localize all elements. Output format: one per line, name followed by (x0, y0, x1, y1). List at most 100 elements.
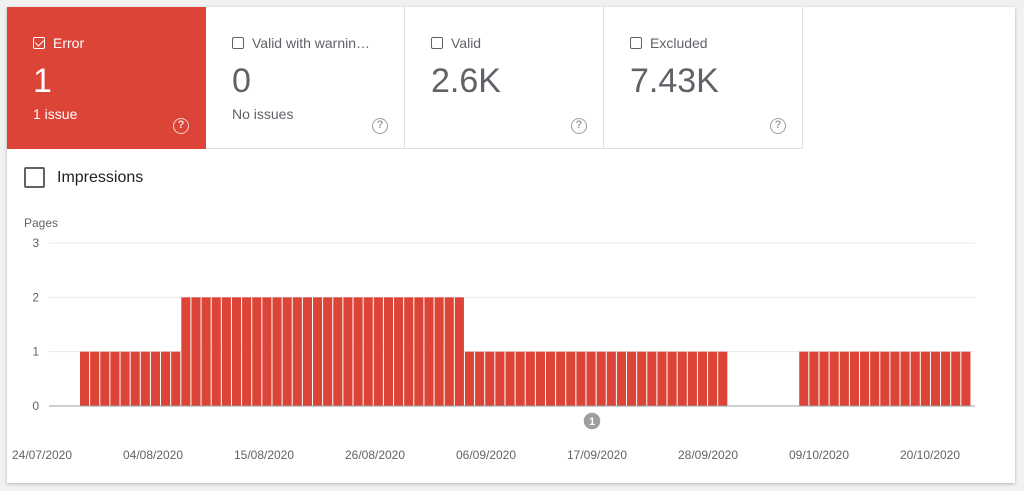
bar (171, 351, 181, 406)
x-tick-label: 20/10/2020 (900, 448, 960, 462)
x-tick-label: 17/09/2020 (567, 448, 627, 462)
bar (231, 297, 242, 406)
bar (667, 351, 677, 406)
y-tick-label: 1 (32, 345, 39, 359)
bar (556, 351, 566, 406)
bar (181, 297, 191, 406)
tile-value: 2.6K (431, 62, 501, 100)
impressions-checkbox[interactable] (24, 167, 45, 188)
tile-value: 0 (232, 62, 251, 100)
bar (424, 297, 434, 406)
tile-subtext: 1 issue (33, 106, 78, 122)
bar (627, 351, 637, 406)
bar (211, 297, 221, 406)
help-icon[interactable]: ? (571, 118, 587, 134)
x-tick-label: 09/10/2020 (789, 448, 849, 462)
y-tick-label: 3 (32, 236, 39, 250)
bar (515, 351, 525, 406)
x-tick-label: 15/08/2020 (234, 448, 294, 462)
help-icon[interactable]: ? (372, 118, 388, 134)
bar (464, 351, 475, 406)
bar (870, 351, 880, 406)
bar (890, 351, 900, 406)
bar (505, 351, 515, 406)
x-tick-label: 04/08/2020 (123, 448, 183, 462)
tile-header: Error (33, 35, 84, 51)
tile-subtext: No issues (232, 106, 294, 122)
bar (272, 297, 282, 406)
checkbox[interactable] (232, 37, 244, 49)
bar (302, 297, 312, 406)
x-tick-label: 28/09/2020 (678, 448, 738, 462)
tile-label: Error (53, 35, 85, 51)
bar (616, 351, 627, 406)
tile-value: 7.43K (630, 62, 719, 100)
bar (708, 351, 718, 406)
impressions-label: Impressions (57, 168, 144, 186)
bar (90, 351, 100, 406)
bar (475, 351, 485, 406)
bar (900, 351, 910, 406)
annotation-label: 1 (589, 416, 595, 428)
bar (201, 297, 211, 406)
bar (920, 351, 930, 406)
checkbox-checked[interactable] (33, 36, 45, 49)
bar (262, 297, 272, 406)
tile-excluded[interactable]: Excluded 7.43K ? (604, 7, 803, 149)
tile-error[interactable]: Error 1 1 issue ? (7, 7, 206, 149)
bar (414, 297, 424, 406)
bar (930, 351, 941, 406)
bar (647, 351, 657, 406)
bar (657, 351, 667, 406)
tile-header: Valid (431, 35, 481, 51)
bar (485, 351, 495, 406)
bar (849, 351, 860, 406)
tile-label: Valid with warnin… (252, 35, 371, 51)
bar (718, 351, 728, 406)
bar (880, 351, 890, 406)
bar (161, 351, 171, 406)
bar (252, 297, 262, 406)
bar (363, 297, 373, 406)
bar (525, 351, 535, 406)
bar (687, 351, 697, 406)
y-tick-label: 2 (32, 290, 39, 304)
pages-bar-chart: Pages 0 1 2 3 24/07/2020 04/08/2020 15/08/2020 2… (12, 216, 975, 462)
bar (404, 297, 414, 406)
tile-header: Valid with warnin… (232, 35, 370, 51)
bar (495, 351, 505, 406)
bar (535, 351, 545, 406)
help-icon[interactable]: ? (770, 118, 786, 134)
bar (454, 297, 464, 406)
bar (809, 351, 819, 406)
y-tick-label: 0 (32, 399, 39, 413)
tile-valid-with-warnings[interactable]: Valid with warnin… 0 No issues ? (206, 7, 405, 149)
impressions-toggle[interactable]: Impressions (24, 167, 143, 188)
x-tick-label: 24/07/2020 (12, 448, 72, 462)
tile-header: Excluded (630, 35, 708, 51)
bar (140, 351, 150, 406)
tile-label: Valid (451, 35, 482, 51)
bar (799, 351, 809, 406)
bar (596, 351, 606, 406)
bar (323, 297, 333, 406)
y-axis-title: Pages (24, 216, 58, 230)
bar (586, 351, 596, 406)
bar (576, 351, 586, 406)
checkbox[interactable] (431, 37, 443, 49)
tile-valid[interactable]: Valid 2.6K ? (405, 7, 604, 149)
bar (637, 351, 647, 406)
check-icon (34, 36, 44, 47)
help-icon[interactable]: ? (173, 118, 189, 134)
bar (677, 351, 687, 406)
bar (292, 297, 302, 406)
bar (829, 351, 839, 406)
checkbox[interactable] (630, 37, 642, 49)
status-tiles: Error 1 1 issue ? Valid with warnin… 0 N… (7, 7, 803, 149)
bar (343, 297, 353, 406)
bar (100, 351, 110, 406)
bar (373, 297, 383, 406)
tile-label: Excluded (650, 35, 708, 51)
bar (353, 297, 363, 406)
bar (242, 297, 252, 406)
